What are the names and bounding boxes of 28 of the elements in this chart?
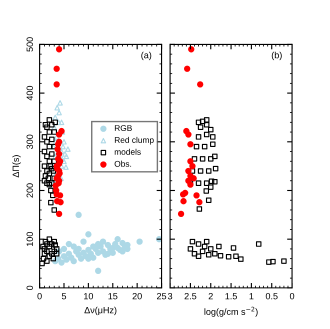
y-tick-label: 400 xyxy=(26,86,33,100)
x-tick-label: 25 xyxy=(156,292,166,300)
x-tick-label: 1.5 xyxy=(225,293,237,300)
x-tick-label: 5 xyxy=(62,293,66,300)
legend-label: RGB xyxy=(114,125,132,132)
x-tick-label: 1 xyxy=(250,293,254,300)
x-axis-title: log(g/cm s$^{−2}$) xyxy=(204,306,258,317)
y-tick-label: 300 xyxy=(26,134,33,149)
x-tick-label: 0 xyxy=(290,292,294,300)
x-tick-label: 10 xyxy=(84,292,94,300)
annotation: (a) xyxy=(141,52,152,60)
x-tick-label: 3 xyxy=(168,292,172,300)
x-tick-label: 2 xyxy=(208,292,213,300)
x-axis-title: Δν(μHz) xyxy=(84,306,116,316)
y-tick-label: 200 xyxy=(26,183,33,198)
x-tick-label: 0.5 xyxy=(266,292,278,300)
x-tick-label: 20 xyxy=(132,292,142,300)
y-tick-label: 500 xyxy=(26,37,33,52)
legend-label: Red clump xyxy=(114,136,154,145)
legend-label: Obs. xyxy=(114,160,132,167)
y-tick-label: 0 xyxy=(26,286,33,290)
y-axis-title: ΔΠ(s) xyxy=(12,155,21,178)
annotation: (b) xyxy=(272,52,282,60)
x-tick-label: 2.5 xyxy=(184,292,196,300)
x-tick-label: 15 xyxy=(108,293,118,300)
x-tick-label: 0 xyxy=(37,292,42,300)
legend-label: models xyxy=(114,148,141,155)
y-tick-label: 100 xyxy=(26,232,33,246)
